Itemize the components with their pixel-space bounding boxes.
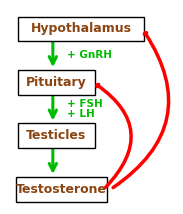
FancyBboxPatch shape xyxy=(18,70,95,95)
Text: + GnRH: + GnRH xyxy=(67,50,112,60)
Text: Pituitary: Pituitary xyxy=(26,76,87,89)
FancyBboxPatch shape xyxy=(16,177,107,202)
FancyBboxPatch shape xyxy=(18,123,95,148)
FancyBboxPatch shape xyxy=(18,17,144,41)
Text: Hypothalamus: Hypothalamus xyxy=(30,22,131,36)
FancyArrowPatch shape xyxy=(113,33,169,188)
Text: Testicles: Testicles xyxy=(26,129,87,142)
Text: Testosterone: Testosterone xyxy=(16,183,107,196)
FancyArrowPatch shape xyxy=(97,84,131,187)
Text: + LH: + LH xyxy=(67,109,95,119)
Text: + FSH: + FSH xyxy=(67,99,103,109)
